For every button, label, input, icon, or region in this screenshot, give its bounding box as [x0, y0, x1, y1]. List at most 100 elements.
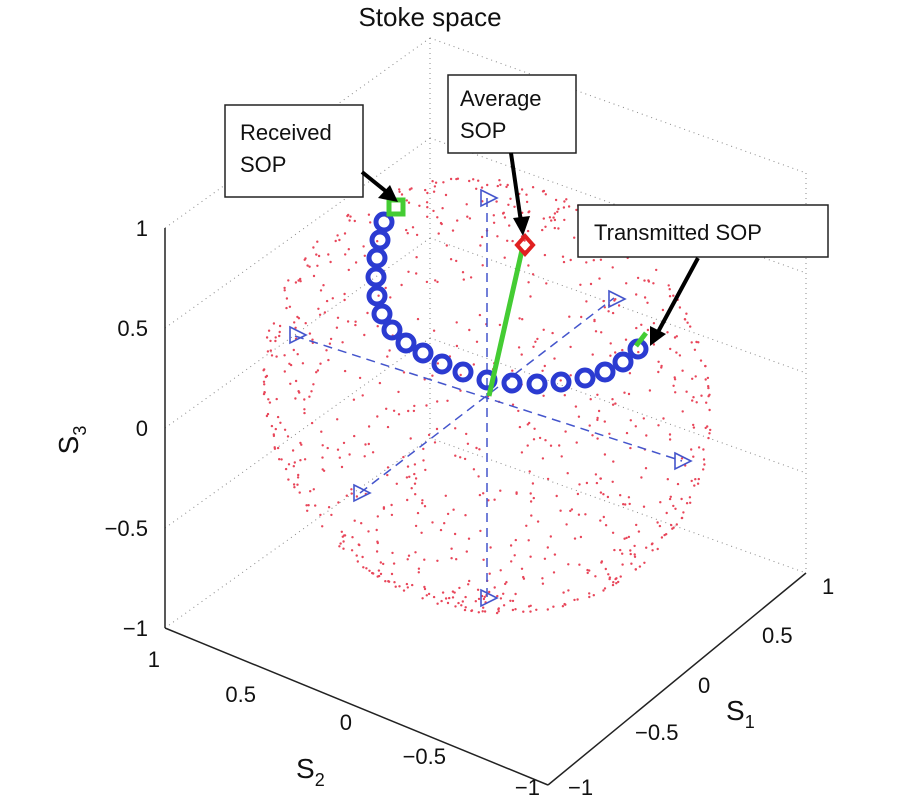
sphere-dot	[371, 451, 375, 454]
sphere-dot	[269, 339, 272, 343]
sphere-dot	[454, 427, 457, 430]
sphere-dot	[436, 559, 439, 562]
sphere-dot	[343, 232, 347, 235]
sphere-dot	[497, 607, 500, 610]
sphere-dot	[411, 583, 414, 587]
sphere-dot	[515, 492, 518, 495]
sphere-dot	[405, 199, 408, 202]
sphere-dot	[321, 456, 324, 459]
sphere-dot	[340, 465, 344, 469]
sphere-dot	[436, 362, 440, 365]
s1-tick-label: 1	[822, 574, 834, 599]
sphere-dot	[275, 355, 278, 358]
sphere-dot	[534, 340, 537, 343]
sphere-dot	[346, 214, 349, 218]
sphere-dot	[319, 513, 322, 517]
sphere-dot	[316, 264, 319, 267]
sphere-dot	[585, 481, 589, 485]
sop-trajectory-point	[369, 229, 391, 251]
sphere-dot	[316, 369, 320, 372]
average-label: SOP	[460, 118, 506, 143]
sphere-dot	[334, 239, 337, 243]
sphere-dot	[546, 546, 549, 549]
sphere-dot	[509, 544, 513, 547]
sphere-dot	[350, 488, 353, 491]
sphere-dot	[276, 446, 280, 450]
sphere-dot	[470, 609, 474, 612]
sphere-dot	[688, 496, 692, 499]
sphere-dot	[292, 483, 296, 486]
sphere-dot	[453, 532, 457, 536]
sphere-dot	[573, 537, 577, 540]
sphere-dot	[705, 401, 708, 404]
sphere-dot	[575, 208, 578, 212]
sphere-dot	[652, 322, 656, 325]
sphere-dot	[358, 376, 362, 380]
sphere-dot	[532, 345, 535, 348]
sphere-dot	[668, 438, 672, 441]
sphere-dot	[675, 523, 678, 526]
sphere-dot	[455, 177, 458, 181]
s3-tick-label: 0	[136, 416, 148, 441]
sphere-dot	[303, 398, 306, 401]
sphere-dot	[398, 585, 401, 588]
sphere-dot	[671, 527, 674, 530]
sphere-dot	[660, 366, 663, 369]
sphere-dot	[449, 258, 453, 261]
sphere-dot	[437, 232, 440, 235]
sphere-dot	[666, 331, 669, 334]
sphere-dot	[518, 317, 521, 320]
sphere-dot	[461, 600, 464, 603]
s2-tick-label: −0.5	[403, 744, 446, 769]
sphere-dot	[283, 286, 286, 290]
sphere-dot	[319, 289, 323, 292]
sphere-dot	[411, 226, 415, 229]
sphere-dot	[400, 283, 403, 287]
s3-ticks: 1 0.5 0 −0.5 −1	[105, 216, 148, 641]
sphere-dot	[425, 594, 428, 597]
sphere-dot	[495, 200, 498, 203]
sphere-dot	[603, 587, 607, 590]
sphere-dot	[674, 507, 677, 510]
sphere-dot	[294, 281, 298, 284]
sphere-dot	[589, 282, 593, 286]
sphere-dot	[439, 221, 443, 225]
sphere-dot	[431, 521, 434, 524]
sphere-dot	[635, 293, 638, 296]
sphere-dot	[362, 245, 365, 248]
sphere-dot	[692, 396, 695, 399]
sphere-dot	[439, 528, 443, 532]
sphere-dot	[636, 276, 640, 280]
sphere-dot	[517, 346, 521, 349]
sphere-dot	[612, 460, 615, 463]
sphere-dot	[269, 349, 272, 352]
sphere-dot	[446, 399, 449, 402]
sphere-dot	[598, 277, 601, 280]
sphere-dot	[562, 206, 566, 209]
grid-line	[164, 237, 431, 429]
sphere-dot	[392, 562, 396, 565]
sphere-dot	[585, 300, 588, 303]
average-sop-vector	[486, 249, 525, 397]
sphere-dot	[569, 509, 572, 513]
sphere-dot	[559, 379, 562, 382]
sphere-dot	[505, 185, 508, 189]
sphere-dot	[452, 508, 455, 511]
sphere-dot	[477, 179, 480, 182]
sphere-dot	[613, 299, 616, 302]
sop-trajectory-point	[371, 303, 393, 325]
sphere-dot	[390, 503, 393, 507]
sphere-dot	[336, 418, 339, 421]
sphere-dot	[434, 279, 437, 282]
sphere-dot	[567, 589, 570, 592]
sphere-dot	[310, 421, 314, 425]
sphere-dot	[337, 501, 340, 504]
sphere-dot	[541, 457, 545, 460]
sphere-dot	[635, 523, 638, 527]
sphere-dot	[561, 605, 565, 608]
sphere-dot	[691, 399, 694, 402]
sphere-dot	[629, 446, 632, 450]
sphere-dot	[531, 482, 535, 485]
sphere-dot	[625, 536, 628, 540]
sphere-dot	[369, 221, 372, 224]
